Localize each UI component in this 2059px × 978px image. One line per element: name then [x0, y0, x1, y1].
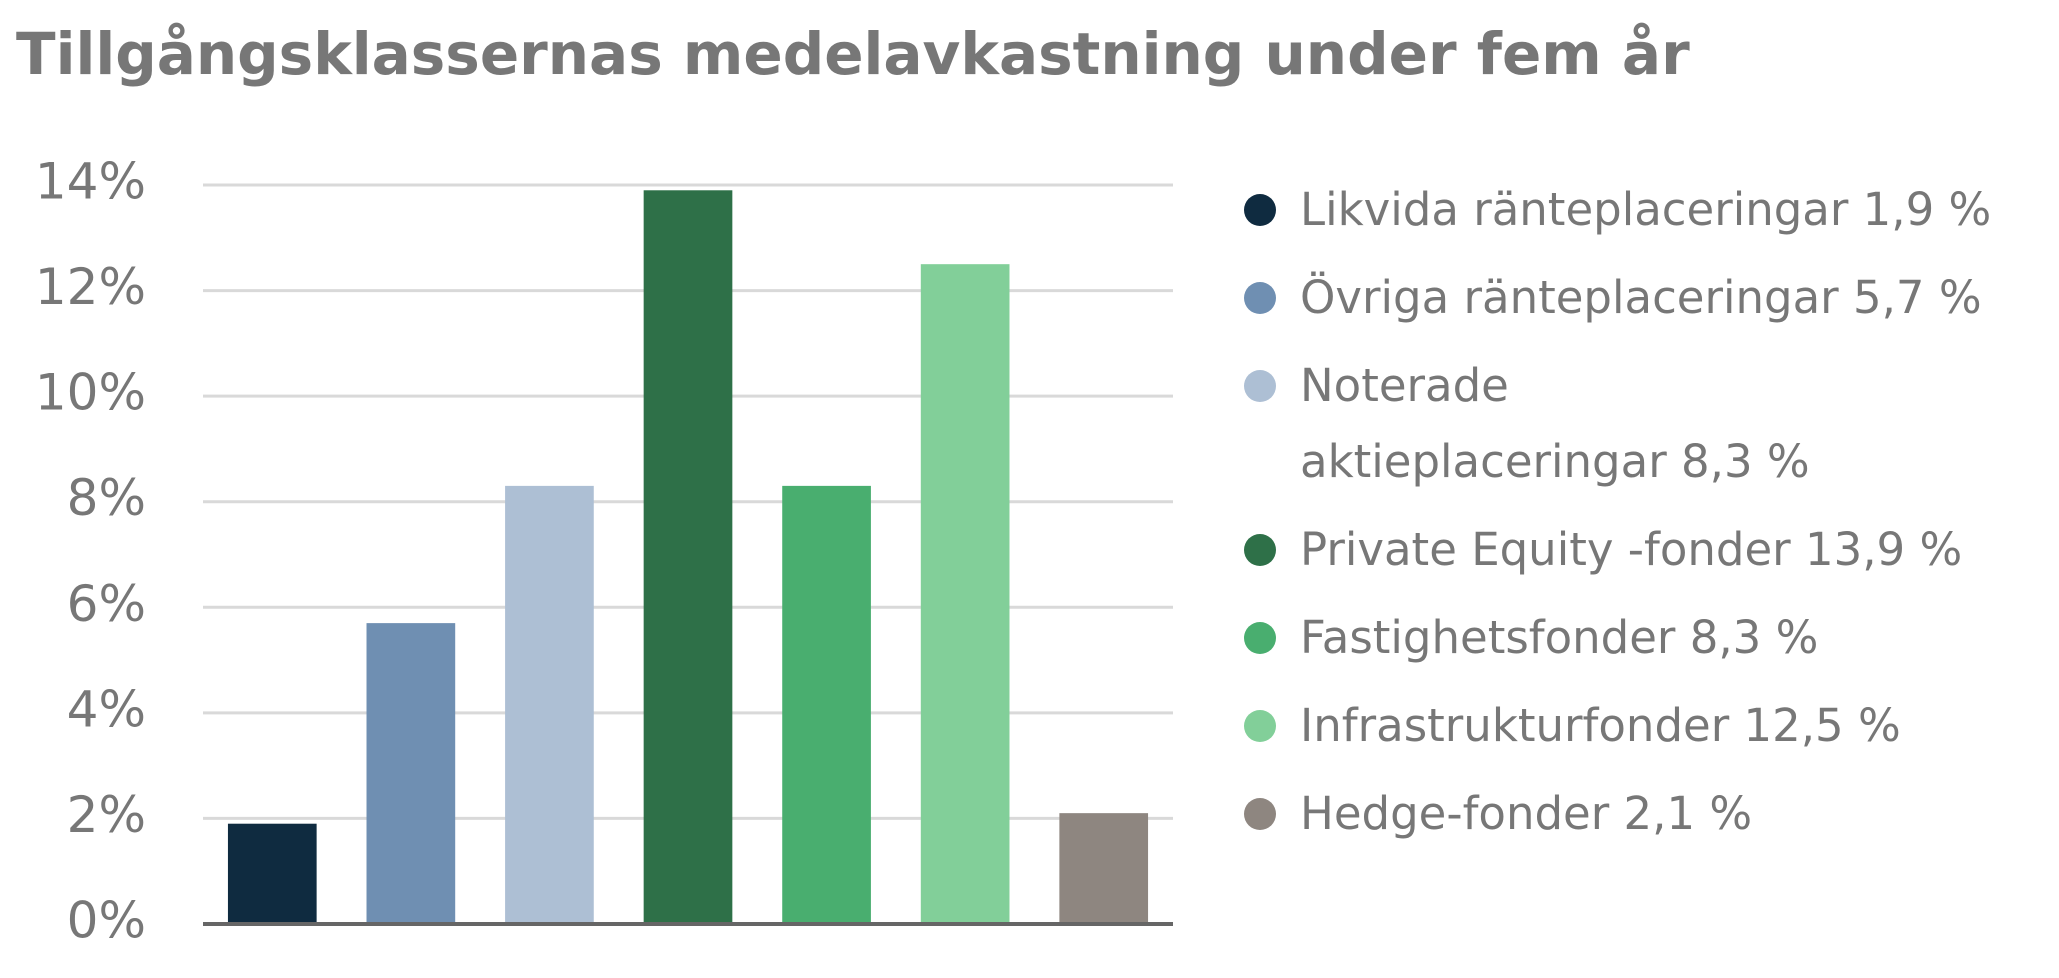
legend-marker [1244, 798, 1276, 830]
legend-marker [1244, 370, 1276, 402]
legend-marker [1244, 622, 1276, 654]
legend-item: Hedge-fonder 2,1 % [1244, 776, 1991, 852]
legend-item: Övriga ränteplaceringar 5,7 % [1244, 260, 1991, 336]
bar [366, 623, 456, 922]
y-tick-label: 4% [67, 680, 146, 738]
legend-label: Infrastrukturfonder 12,5 % [1300, 699, 1901, 752]
legend-item: Infrastrukturfonder 12,5 % [1244, 688, 1991, 764]
y-tick-label: 8% [67, 469, 146, 527]
y-tick-label: 6% [67, 575, 146, 633]
bar [920, 264, 1010, 922]
legend: Likvida ränteplaceringar 1,9 % Övriga rän… [1244, 172, 1991, 864]
bar [227, 823, 317, 922]
legend-marker [1244, 710, 1276, 742]
chart-title: Tillgångsklassernas medelavkastning unde… [16, 20, 1690, 88]
legend-label: Hedge-fonder 2,1 % [1300, 787, 1753, 840]
legend-label: Noterade aktieplaceringar 8,3 % [1300, 359, 1810, 488]
bar [782, 485, 871, 922]
legend-marker [1244, 282, 1276, 314]
legend-item: Likvida ränteplaceringar 1,9 % [1244, 172, 1991, 248]
bar [1059, 813, 1149, 922]
legend-marker [1244, 534, 1276, 566]
legend-label: Likvida ränteplaceringar 1,9 % [1300, 183, 1992, 236]
legend-label: Övriga ränteplaceringar 5,7 % [1300, 271, 1982, 324]
legend-item: Private Equity -fonder 13,9 % [1244, 512, 1991, 588]
bar [505, 485, 594, 922]
y-tick-label: 2% [67, 786, 146, 844]
y-tick-label: 0% [67, 892, 146, 950]
bar [643, 190, 733, 922]
legend-label: Fastighetsfonder 8,3 % [1300, 611, 1819, 664]
y-tick-label: 10% [35, 364, 146, 422]
legend-marker [1244, 194, 1276, 226]
y-tick-label: 14% [35, 153, 146, 211]
legend-label: Private Equity -fonder 13,9 % [1300, 523, 1963, 576]
legend-item: Fastighetsfonder 8,3 % [1244, 600, 1991, 676]
legend-item: Noterade aktieplaceringar 8,3 % [1244, 348, 1991, 500]
y-tick-label: 12% [35, 258, 146, 316]
